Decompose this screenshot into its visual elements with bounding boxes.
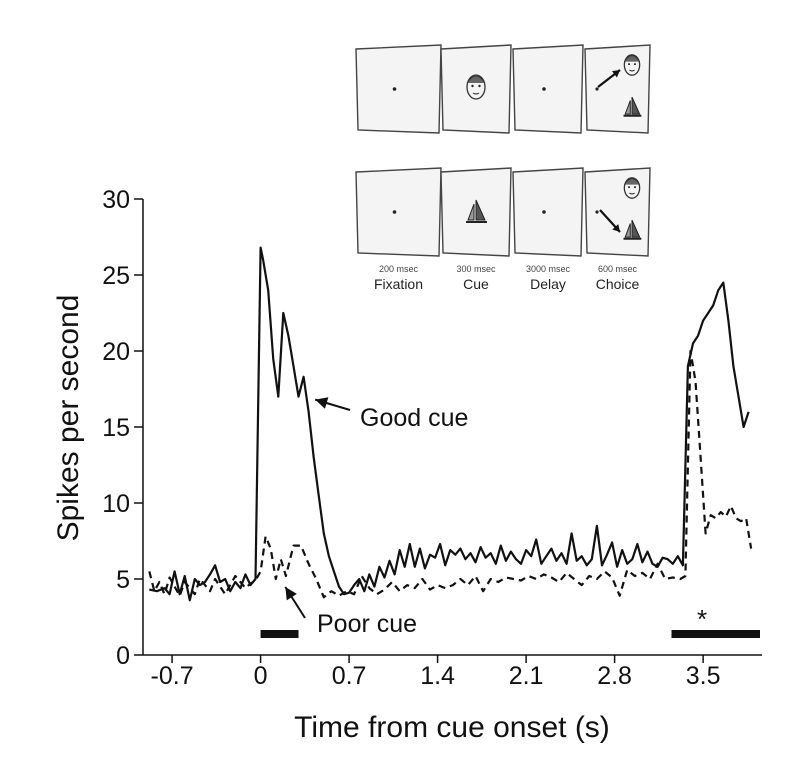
fixation-dot [595, 87, 599, 91]
screen-frame [440, 44, 512, 134]
boat-sail [631, 96, 641, 115]
face-hair [466, 75, 486, 84]
task-panel [512, 44, 584, 134]
face-eye [628, 186, 631, 189]
task-panel [440, 44, 512, 134]
choice-arrow-head [612, 70, 620, 78]
face-eye [633, 186, 636, 189]
good-cue-arrow [314, 397, 351, 411]
task-panel [584, 167, 651, 257]
significance-star: * [697, 604, 707, 634]
face-hair [623, 178, 641, 185]
y-tick-label: 5 [116, 566, 130, 594]
boat-sail [475, 199, 486, 221]
fixation-dot [542, 210, 546, 214]
panel-duration: 600 msec [598, 264, 638, 274]
face-hair [623, 55, 641, 62]
face-mouth [472, 92, 480, 95]
panel-duration: 200 msec [379, 264, 419, 274]
y-tick-label: 20 [102, 338, 130, 366]
task-panel [584, 44, 651, 134]
face-outline [466, 74, 486, 100]
series-group [148, 246, 753, 602]
poor-cue-arrow [284, 586, 306, 619]
panel-duration: 300 msec [456, 264, 496, 274]
face-outline [623, 177, 641, 199]
arrow-head [285, 587, 297, 601]
x-tick-label: 0.7 [332, 662, 367, 690]
x-tick-label: 0 [254, 662, 268, 690]
y-tick-label: 10 [102, 490, 130, 518]
fixation-dot [542, 87, 546, 91]
x-tick-label: -0.7 [151, 662, 194, 690]
boat-sail [631, 219, 641, 238]
screen-frame [355, 44, 442, 134]
screen-frame [512, 44, 584, 134]
x-tick-label: 1.4 [420, 662, 455, 690]
arrow-head [315, 397, 329, 409]
y-tick-label: 15 [102, 414, 130, 442]
panel-caption: Fixation [374, 276, 423, 292]
x-tick-label: 2.8 [597, 662, 632, 690]
face-mouth [629, 192, 635, 195]
good-cue-line [149, 246, 750, 602]
boat-jib [467, 203, 475, 221]
boat-jib [624, 100, 631, 115]
good-cue-label: Good cue [360, 404, 468, 432]
fixation-dot [392, 210, 397, 214]
choice-arrow-head [612, 224, 620, 232]
face-eye [478, 84, 481, 88]
y-tick-label: 25 [102, 262, 130, 290]
screen-frame [355, 167, 442, 257]
task-panel [440, 167, 512, 257]
axes: 0 5 10 15 20 25 30 -0.7 0 0.7 1.4 2.1 2.8 3.5 [102, 186, 762, 690]
screen-frame [584, 167, 651, 257]
panel-caption: Delay [530, 276, 566, 292]
x-axis-title: Time from cue onset (s) [294, 711, 610, 744]
panel-caption: Choice [596, 276, 640, 292]
x-tick-label: 2.1 [509, 662, 544, 690]
screen-frame [512, 167, 584, 257]
fixation-dot [392, 87, 397, 91]
poor-cue-label: Poor cue [317, 610, 417, 638]
fixation-dot [595, 210, 599, 214]
panel-duration: 3000 msec [526, 264, 571, 274]
y-tick-label: 30 [102, 186, 130, 214]
task-panel [512, 167, 584, 257]
panel-caption: Cue [463, 276, 489, 292]
screen-frame [584, 44, 651, 134]
choice-period-bar [671, 630, 760, 638]
boat-jib [624, 223, 631, 238]
y-axis-title: Spikes per second [52, 295, 85, 542]
poor-cue-line [148, 349, 753, 599]
task-panel [355, 44, 442, 134]
face-eye [633, 63, 636, 66]
face-outline [623, 54, 641, 76]
cue-period-bar [260, 630, 299, 638]
task-schematic: 200 msec Fixation 300 msec Cue 3000 msec Dela… [355, 44, 651, 292]
face-eye [628, 63, 631, 66]
period-bars [260, 630, 760, 638]
face-eye [471, 84, 474, 88]
x-tick-label: 3.5 [686, 662, 721, 690]
y-tick-label: 0 [116, 642, 130, 670]
task-panel [355, 167, 442, 257]
face-mouth [629, 69, 635, 72]
annotations: Good cue Poor cue * [284, 397, 707, 638]
